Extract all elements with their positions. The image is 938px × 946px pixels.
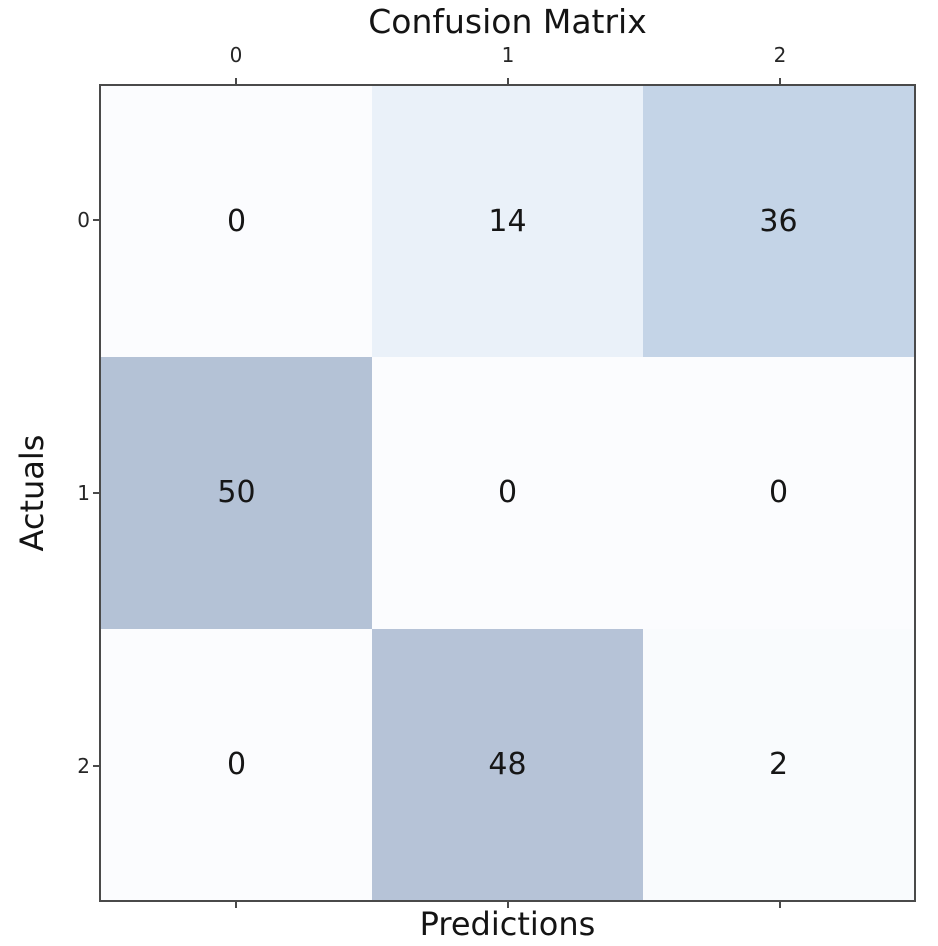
cell-value: 0 xyxy=(768,475,789,511)
heatmap-plot-area: 0 14 36 50 0 0 0 48 2 xyxy=(99,84,916,902)
heatmap-cell-r1c2: 0 xyxy=(643,357,914,629)
y-tick-mark-1 xyxy=(93,492,99,494)
cell-value: 0 xyxy=(226,204,247,240)
cell-value: 0 xyxy=(226,746,247,782)
heatmap-cell-r1c1: 0 xyxy=(372,357,643,629)
y-tick-mark-0 xyxy=(93,219,99,221)
cell-value: 14 xyxy=(488,204,527,240)
heatmap-cell-r0c0: 0 xyxy=(101,86,372,358)
heatmap-cell-r2c1: 48 xyxy=(372,628,643,900)
x-tick-mark-bottom-1 xyxy=(507,902,509,908)
x-axis-label: Predictions xyxy=(419,905,596,943)
y-tick-label-2: 2 xyxy=(77,754,90,778)
x-tick-label-1: 1 xyxy=(501,43,515,67)
chart-title: Confusion Matrix xyxy=(368,2,647,41)
heatmap-cell-r0c1: 14 xyxy=(372,86,643,358)
x-tick-label-2: 2 xyxy=(773,43,787,67)
x-tick-mark-top-0 xyxy=(235,78,237,84)
cell-value: 0 xyxy=(497,475,518,511)
x-tick-mark-bottom-2 xyxy=(779,902,781,908)
x-tick-mark-top-1 xyxy=(507,78,509,84)
heatmap-cell-r0c2: 36 xyxy=(643,86,914,358)
y-tick-label-0: 0 xyxy=(77,208,90,232)
x-tick-label-0: 0 xyxy=(229,43,243,67)
x-tick-mark-top-2 xyxy=(779,78,781,84)
cell-value: 2 xyxy=(768,746,789,782)
heatmap-cell-r2c2: 2 xyxy=(643,628,914,900)
y-axis-label: Actuals xyxy=(13,434,51,552)
cell-value: 36 xyxy=(759,204,798,240)
cell-value: 48 xyxy=(488,746,527,782)
x-tick-mark-bottom-0 xyxy=(235,902,237,908)
heatmap-cell-r2c0: 0 xyxy=(101,628,372,900)
y-tick-mark-2 xyxy=(93,765,99,767)
cell-value: 50 xyxy=(217,475,256,511)
y-tick-label-1: 1 xyxy=(77,481,90,505)
heatmap-cell-r1c0: 50 xyxy=(101,357,372,629)
